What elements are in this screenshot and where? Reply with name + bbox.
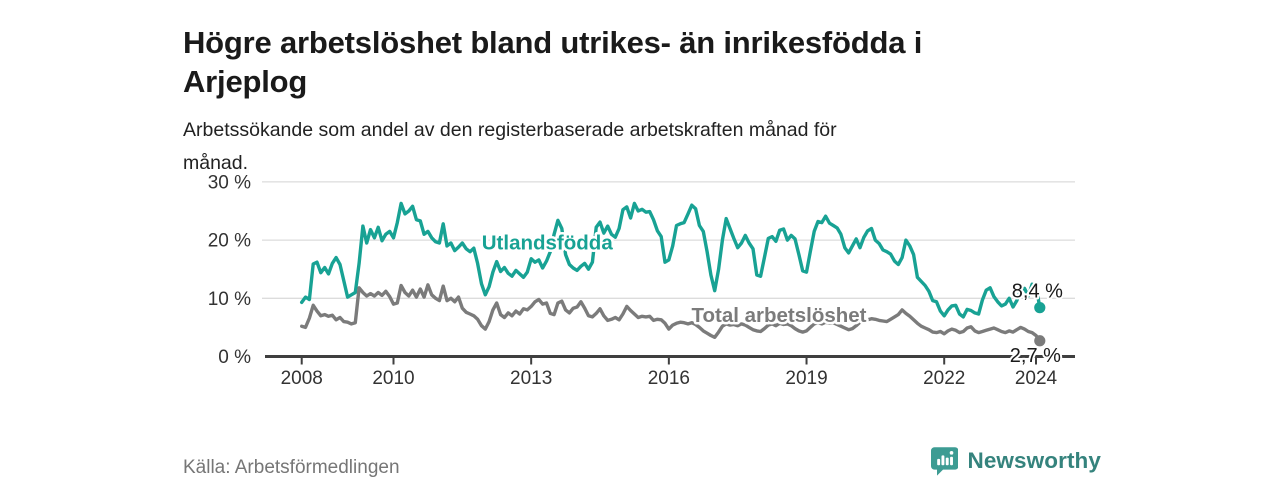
x-tick-label-2008: 2008	[281, 368, 323, 389]
page-title-line2: Arjeplog	[183, 63, 308, 99]
end-value-label-0: 8,4 %	[1012, 281, 1063, 303]
x-tick-label-2019: 2019	[785, 368, 827, 389]
newsworthy-wordmark: Newsworthy	[967, 448, 1101, 473]
end-value-label-1: 2,7 %	[1010, 345, 1061, 367]
chart-subtitle: Arbetssökande som andel av den registerb…	[183, 114, 1043, 180]
page-title-line1: Högre arbetslöshet bland utrikes- än inr…	[183, 24, 923, 60]
chart-subtitle-line2: månad.	[183, 151, 249, 174]
x-tick-label-2013: 2013	[510, 368, 552, 389]
logo-bar-1	[937, 458, 941, 466]
logo-bubble	[931, 447, 959, 476]
logo-exclamation-bar	[950, 456, 953, 466]
x-tick-label-2016: 2016	[648, 368, 690, 389]
series-label-1: Total arbetslöshet	[691, 304, 866, 327]
x-tick-label-2022: 2022	[923, 368, 965, 389]
newsworthy-logo: Newsworthy	[931, 444, 1101, 478]
source-text: Källa: Arbetsförmedlingen	[183, 457, 400, 478]
page-title: Högre arbetslöshet bland utrikes- än inr…	[183, 23, 1123, 101]
series-line-1	[300, 283, 1042, 343]
series-line-0	[300, 201, 1042, 319]
x-tick-label-2024: 2024	[1015, 368, 1058, 389]
y-tick-label-10: 10 %	[208, 289, 251, 310]
series-end-dot-0	[1034, 302, 1046, 314]
newsworthy-logo-icon	[931, 447, 959, 476]
y-tick-label-0: 0 %	[218, 347, 251, 368]
series-end-dot-1	[1034, 335, 1046, 347]
series-label-0: Utlandsfödda	[482, 231, 614, 254]
logo-bar-3	[945, 457, 949, 466]
y-tick-label-20: 20 %	[208, 231, 251, 252]
logo-bar-2	[941, 455, 945, 466]
y-tick-label-30: 30 %	[208, 172, 251, 193]
logo-exclamation-dot	[949, 451, 954, 455]
x-tick-label-2010: 2010	[372, 368, 414, 389]
chart-subtitle-line1: Arbetssökande som andel av den registerb…	[183, 118, 837, 141]
